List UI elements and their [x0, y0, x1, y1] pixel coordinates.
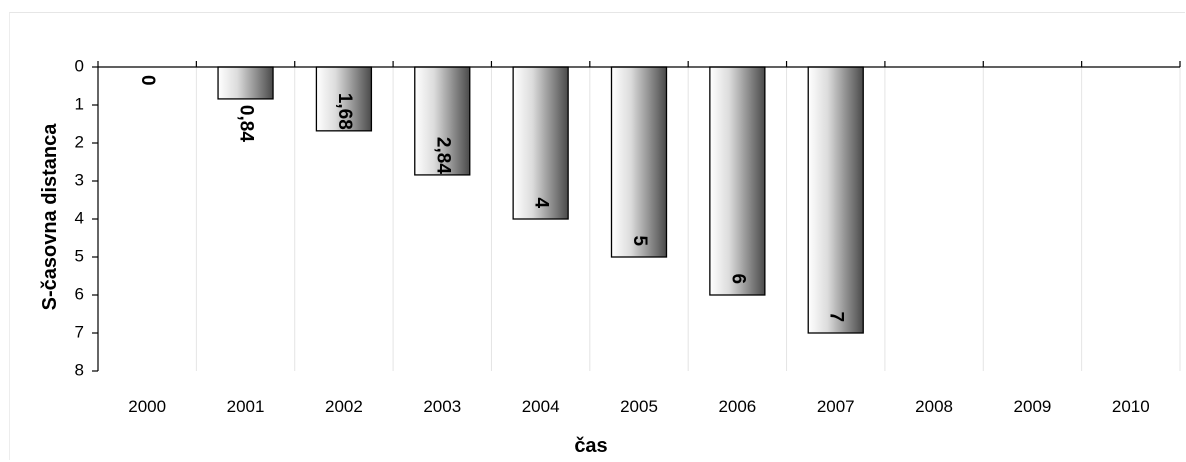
data-labels: 0 0,84 1,68 2,84 4 5 6 7: [137, 75, 847, 322]
y-tick-label: 3: [75, 170, 84, 189]
x-tick-label: 2003: [423, 397, 461, 416]
data-label-2002: 1,68: [334, 93, 355, 130]
y-tick-label: 5: [75, 246, 84, 265]
x-tick-label: 2009: [1014, 397, 1052, 416]
data-label-2001: 0,84: [236, 105, 257, 142]
x-tick-label: 2005: [620, 397, 658, 416]
x-tick-label: 2010: [1112, 397, 1150, 416]
bar-2004: [512, 66, 569, 220]
y-tick-label: 2: [75, 132, 84, 151]
y-axis-title: S-časovna distanca: [39, 123, 61, 311]
bars: [217, 66, 864, 334]
bar-2005: [610, 66, 668, 258]
data-label-2003: 2,84: [432, 137, 453, 174]
x-tick-label: 2000: [128, 397, 166, 416]
data-label-2007: 7: [826, 312, 847, 323]
x-tick-label: 2002: [325, 397, 363, 416]
grid-lines: [195, 67, 1181, 371]
axes: [92, 61, 1181, 372]
chart-frame: [9, 12, 1185, 460]
bar-2007: [807, 66, 864, 334]
x-axis-title: čas: [574, 435, 607, 457]
x-tick-label: 2007: [817, 397, 855, 416]
y-tick-label: 6: [75, 284, 84, 303]
x-tick-label: 2001: [227, 397, 265, 416]
x-tick-label: 2006: [718, 397, 756, 416]
data-label-2000: 0: [137, 75, 158, 86]
x-tick-label: 2004: [522, 397, 560, 416]
data-label-2006: 6: [727, 274, 748, 285]
y-tick-label: 8: [75, 360, 84, 379]
bar-2002: [315, 66, 373, 132]
bar-2003: [414, 66, 471, 176]
bar-2001: [217, 66, 274, 100]
bar-2006: [709, 66, 766, 296]
data-label-2004: 4: [531, 198, 552, 209]
y-tick-label: 4: [75, 208, 84, 227]
y-tick-label: 0: [75, 56, 84, 75]
x-tick-label: 2008: [915, 397, 953, 416]
y-tick-label: 1: [75, 94, 84, 113]
y-tick-label: 7: [75, 322, 84, 341]
tick-labels: 0 1 2 3 4 5 6 7 8 2000 2001 2002 2003 2004 2005 2006 200…: [75, 56, 1150, 416]
data-label-2005: 5: [629, 236, 650, 247]
